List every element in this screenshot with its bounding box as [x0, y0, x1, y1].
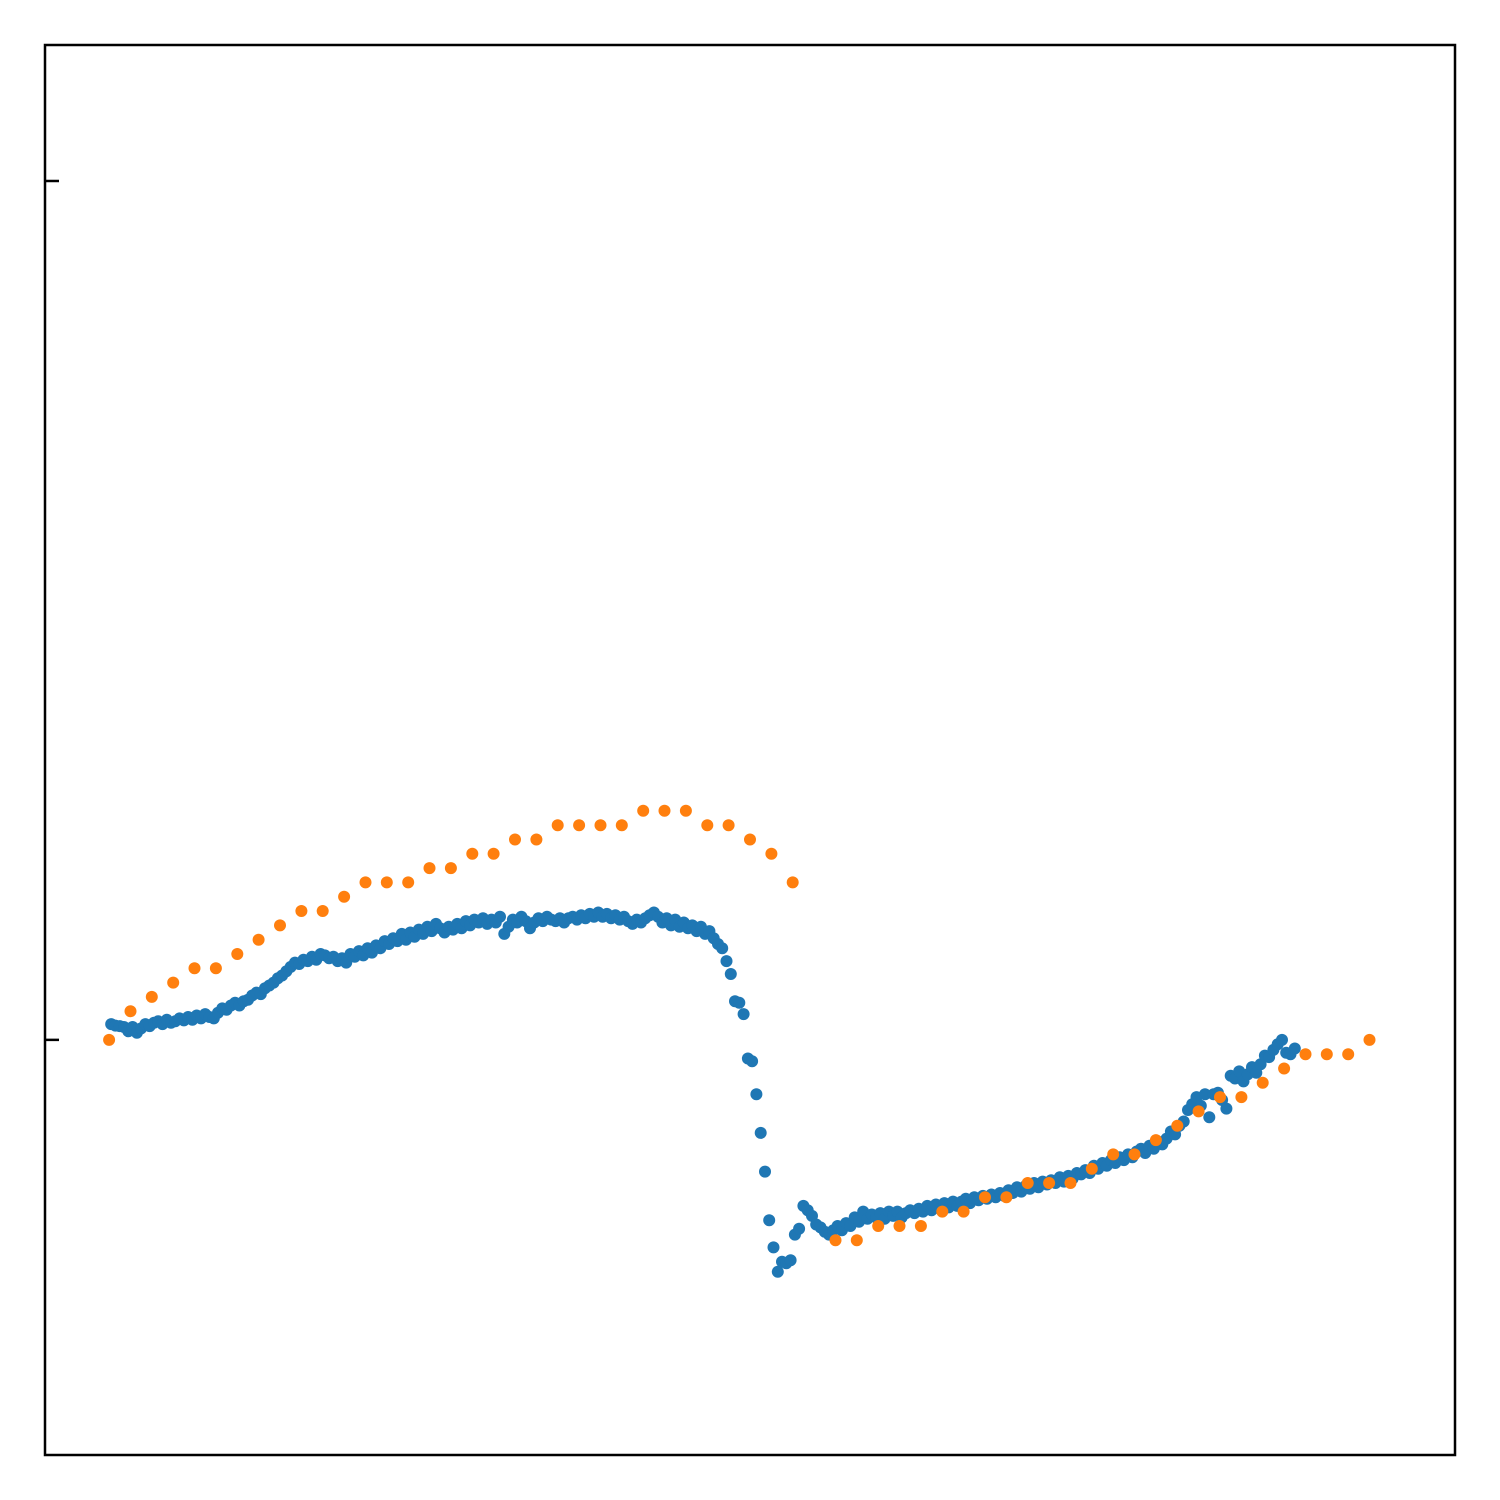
series-1-point-43: [1043, 1177, 1056, 1189]
series-1-point-29: [722, 819, 735, 832]
series-0-point-257: [1203, 1111, 1216, 1124]
series-1-point-21: [551, 819, 564, 832]
series-1-point-37: [914, 1220, 927, 1232]
series-1-point-57: [1342, 1048, 1355, 1061]
series-0-point-261: [1220, 1102, 1233, 1115]
series-1-point-49: [1171, 1119, 1184, 1132]
series-1-point-12: [359, 876, 372, 889]
series-0-point-154: [763, 1214, 776, 1227]
series-0-point-155: [767, 1241, 780, 1254]
series-1-point-14: [402, 876, 415, 889]
series-1-point-24: [615, 819, 628, 832]
series-1-point-33: [829, 1234, 842, 1247]
series-1-point-31: [765, 847, 778, 860]
series-0-point-274: [1276, 1033, 1288, 1046]
series-1-point-28: [701, 819, 714, 832]
series-1-point-47: [1128, 1148, 1141, 1161]
series-1-point-54: [1278, 1062, 1291, 1075]
series-1-point-17: [466, 847, 479, 860]
series-1-point-58: [1363, 1033, 1376, 1046]
series-1-point-30: [744, 833, 756, 846]
series-1-point-52: [1235, 1091, 1248, 1104]
series-1-point-26: [658, 804, 671, 817]
series-1-point-19: [509, 833, 521, 846]
series-0-point-153: [759, 1165, 771, 1178]
series-1-point-38: [936, 1205, 949, 1218]
series-1-point-10: [316, 905, 329, 917]
series-1-point-4: [188, 962, 201, 975]
axes-frame: [43, 43, 1457, 1457]
series-1-point-20: [530, 833, 543, 846]
series-1-point-25: [637, 804, 650, 817]
series-1-point-0: [103, 1033, 116, 1046]
series-1-point-55: [1299, 1048, 1312, 1061]
series-1-point-23: [594, 819, 607, 832]
series-1-point-48: [1149, 1134, 1162, 1147]
series-1-point-51: [1214, 1091, 1226, 1104]
series-0-point-150: [746, 1055, 759, 1068]
series-1-point-9: [295, 905, 308, 917]
series-1-point-44: [1064, 1177, 1077, 1189]
series-0-point-145: [724, 968, 737, 980]
series-1-point-18: [487, 847, 500, 860]
series-0-point-147: [733, 996, 746, 1009]
series-1-point-42: [1021, 1177, 1034, 1189]
series-1-point-2: [145, 990, 158, 1003]
series-1-point-7: [252, 933, 265, 946]
series-1-point-16: [444, 862, 457, 875]
series-0-point-156: [771, 1265, 784, 1278]
series-1-point-5: [209, 962, 222, 975]
series-0-point-161: [793, 1222, 806, 1235]
series-0-point-91: [494, 910, 506, 923]
series-1-point-41: [1000, 1191, 1013, 1204]
series-1-point-22: [573, 819, 586, 832]
series-1-point-27: [679, 804, 692, 817]
series-1-point-11: [338, 890, 351, 903]
series-0-point-148: [737, 1008, 750, 1021]
series-1-point-53: [1256, 1076, 1269, 1089]
series-1-point-6: [231, 948, 244, 960]
series-1-point-56: [1320, 1048, 1333, 1061]
series-0-point-152: [754, 1126, 767, 1139]
series-1-point-45: [1085, 1162, 1098, 1175]
series-0-point-256: [1199, 1088, 1211, 1101]
series-0-point-159: [784, 1254, 797, 1267]
series-1-point-3: [167, 976, 180, 989]
series-1-point-40: [979, 1191, 991, 1204]
series-1-point-32: [786, 876, 799, 889]
series-0-point-144: [720, 955, 733, 968]
plot-area: [103, 804, 1376, 1278]
series-1-point-1: [124, 1005, 137, 1018]
series-1-point-50: [1192, 1105, 1205, 1118]
series-1-point-36: [893, 1220, 906, 1232]
y-axis-ticks: [45, 179, 59, 1042]
series-0-point-143: [716, 942, 729, 955]
series-1-point-34: [850, 1234, 863, 1247]
series-1-point-8: [274, 919, 286, 932]
series-1-point-46: [1107, 1148, 1120, 1161]
series-0-point-151: [750, 1088, 763, 1101]
series-1-point-39: [957, 1205, 970, 1218]
series-1-point-35: [872, 1220, 885, 1232]
series-0-point-277: [1288, 1042, 1301, 1055]
series-1: [103, 804, 1376, 1247]
series-1-point-15: [423, 862, 436, 875]
series-1-point-13: [380, 876, 393, 889]
